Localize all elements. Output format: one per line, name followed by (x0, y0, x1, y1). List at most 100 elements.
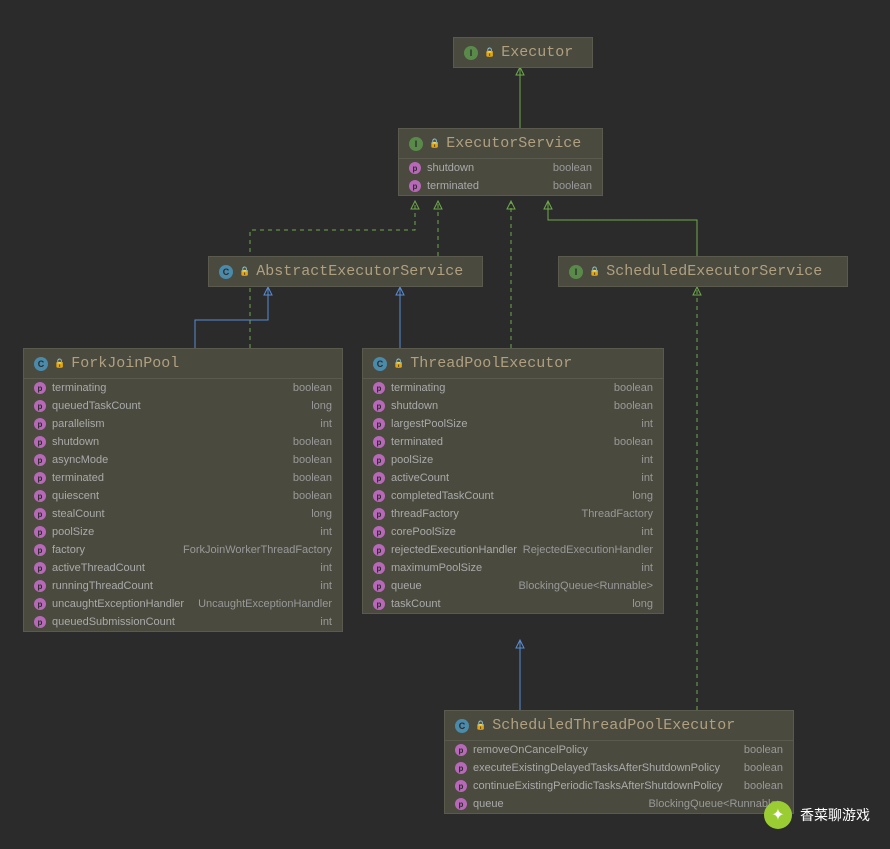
property-row: pcontinueExistingPeriodicTasksAfterShutd… (445, 777, 793, 795)
class-icon: C (373, 357, 387, 371)
property-row: pshutdownboolean (399, 159, 602, 177)
property-icon: p (373, 472, 385, 484)
property-icon: p (34, 544, 46, 556)
property-icon: p (34, 454, 46, 466)
property-icon: p (373, 418, 385, 430)
property-icon: p (373, 598, 385, 610)
property-type: boolean (553, 180, 592, 192)
property-row: pfactoryForkJoinWorkerThreadFactory (24, 541, 342, 559)
property-type: long (311, 400, 332, 412)
property-name: factory (52, 544, 183, 556)
class-header: I🔒ScheduledExecutorService (559, 257, 847, 286)
property-row: pparallelismint (24, 415, 342, 433)
property-row: pqueueBlockingQueue<Runnable> (363, 577, 663, 595)
property-type: int (320, 562, 332, 574)
property-name: corePoolSize (391, 526, 641, 538)
property-icon: p (34, 526, 46, 538)
property-icon: p (373, 580, 385, 592)
property-name: shutdown (391, 400, 614, 412)
property-row: pthreadFactoryThreadFactory (363, 505, 663, 523)
property-icon: p (34, 472, 46, 484)
property-name: shutdown (427, 162, 553, 174)
property-type: long (311, 508, 332, 520)
property-name: asyncMode (52, 454, 293, 466)
property-icon: p (373, 508, 385, 520)
property-row: pasyncModeboolean (24, 451, 342, 469)
class-name-label: ScheduledThreadPoolExecutor (492, 717, 735, 734)
property-icon: p (34, 598, 46, 610)
property-icon: p (34, 436, 46, 448)
property-name: activeThreadCount (52, 562, 320, 574)
lock-icon: 🔒 (475, 721, 486, 731)
property-row: pstealCountlong (24, 505, 342, 523)
connector-scheduledExecutorService-to-executorService (548, 201, 697, 256)
class-box-threadPoolExecutor: C🔒ThreadPoolExecutorpterminatingbooleanp… (362, 348, 664, 614)
property-type: int (641, 418, 653, 430)
property-type: boolean (614, 382, 653, 394)
property-icon: p (373, 382, 385, 394)
property-name: activeCount (391, 472, 641, 484)
property-type: boolean (744, 762, 783, 774)
property-type: boolean (744, 780, 783, 792)
property-type: ThreadFactory (581, 508, 653, 520)
property-type: int (641, 526, 653, 538)
wechat-icon: ✦ (764, 801, 792, 829)
property-icon: p (455, 744, 467, 756)
property-name: shutdown (52, 436, 293, 448)
property-icon: p (34, 508, 46, 520)
property-row: pquiescentboolean (24, 487, 342, 505)
class-name-label: Executor (501, 44, 573, 61)
property-name: largestPoolSize (391, 418, 641, 430)
property-type: boolean (614, 400, 653, 412)
property-name: runningThreadCount (52, 580, 320, 592)
property-type: boolean (293, 472, 332, 484)
property-type: UncaughtExceptionHandler (198, 598, 332, 610)
property-row: pterminatingboolean (363, 379, 663, 397)
property-type: boolean (293, 382, 332, 394)
property-row: ptaskCountlong (363, 595, 663, 613)
property-row: pqueueBlockingQueue<Runnable> (445, 795, 793, 813)
class-header: I🔒ExecutorService (399, 129, 602, 158)
property-icon: p (373, 454, 385, 466)
property-type: boolean (293, 490, 332, 502)
property-row: pactiveCountint (363, 469, 663, 487)
property-icon: p (373, 400, 385, 412)
watermark: ✦ 香菜聊游戏 (764, 801, 870, 829)
lock-icon: 🔒 (484, 48, 495, 58)
lock-icon: 🔒 (589, 267, 600, 277)
property-list: pterminatingbooleanpqueuedTaskCountlongp… (24, 378, 342, 631)
property-name: queue (391, 580, 518, 592)
property-icon: p (34, 490, 46, 502)
class-header: C🔒ForkJoinPool (24, 349, 342, 378)
class-name-label: ExecutorService (446, 135, 581, 152)
property-row: pterminatedboolean (24, 469, 342, 487)
property-type: int (320, 580, 332, 592)
property-icon: p (373, 490, 385, 502)
property-list: pterminatingbooleanpshutdownbooleanplarg… (363, 378, 663, 613)
property-row: p largestPoolSizeint (363, 415, 663, 433)
property-icon: p (34, 616, 46, 628)
property-name: queue (473, 798, 648, 810)
class-header: I🔒Executor (454, 38, 592, 67)
property-icon: p (373, 526, 385, 538)
class-box-forkJoinPool: C🔒ForkJoinPoolpterminatingbooleanpqueued… (23, 348, 343, 632)
class-header: C🔒AbstractExecutorService (209, 257, 482, 286)
property-row: p shutdownboolean (363, 397, 663, 415)
class-name-label: ThreadPoolExecutor (410, 355, 572, 372)
property-row: pqueuedTaskCountlong (24, 397, 342, 415)
property-row: premoveOnCancelPolicyboolean (445, 741, 793, 759)
property-icon: p (34, 418, 46, 430)
class-header: C🔒ThreadPoolExecutor (363, 349, 663, 378)
property-row: pactiveThreadCountint (24, 559, 342, 577)
property-icon: p (34, 382, 46, 394)
property-row: pterminatingboolean (24, 379, 342, 397)
property-name: taskCount (391, 598, 632, 610)
property-name: removeOnCancelPolicy (473, 744, 744, 756)
class-icon: C (219, 265, 233, 279)
property-row: pqueuedSubmissionCountint (24, 613, 342, 631)
property-icon: p (373, 544, 385, 556)
property-name: poolSize (52, 526, 320, 538)
interface-icon: I (409, 137, 423, 151)
property-type: int (641, 454, 653, 466)
property-name: uncaughtExceptionHandler (52, 598, 198, 610)
